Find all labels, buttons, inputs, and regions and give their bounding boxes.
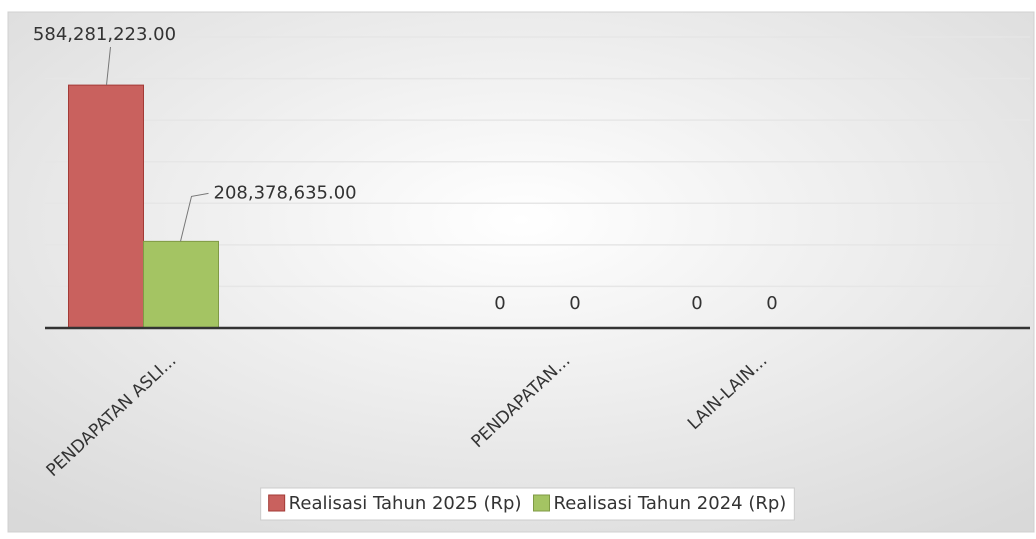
leader-line <box>180 192 209 242</box>
legend-label: Realisasi Tahun 2024 (Rp) <box>554 493 787 514</box>
data-label: 0 <box>766 293 777 314</box>
data-label: 0 <box>569 293 580 314</box>
legend-label: Realisasi Tahun 2025 (Rp) <box>289 493 522 514</box>
bar <box>68 84 144 329</box>
legend-swatch <box>533 494 550 512</box>
data-label: 0 <box>691 293 702 314</box>
legend: Realisasi Tahun 2025 (Rp) Realisasi Tahun… <box>260 487 795 521</box>
data-label: 584,281,223.00 <box>33 24 176 45</box>
data-label: 0 <box>494 293 505 314</box>
leader-line <box>106 46 111 86</box>
data-label: 208,378,635.00 <box>214 182 357 203</box>
legend-box <box>260 487 795 521</box>
legend-swatch <box>268 494 286 512</box>
bar <box>143 240 219 329</box>
